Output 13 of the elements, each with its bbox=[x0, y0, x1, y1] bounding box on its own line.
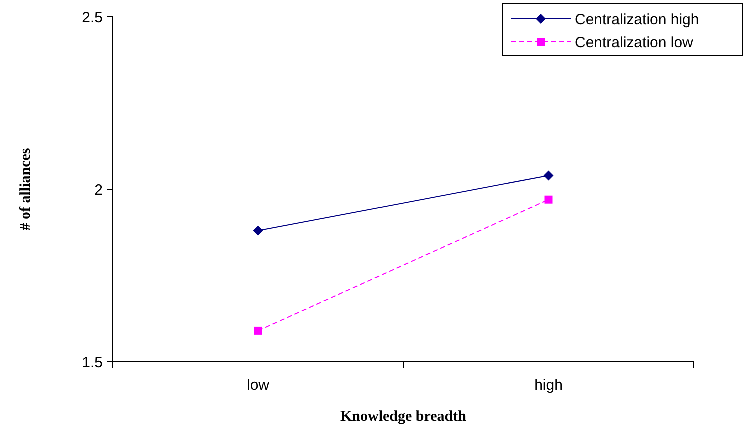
point bbox=[544, 170, 554, 181]
point bbox=[254, 326, 262, 335]
point bbox=[253, 226, 264, 236]
x-tick-label: high bbox=[534, 377, 563, 394]
y-tick-label: 2.5 bbox=[82, 9, 103, 26]
x-axis-title: Knowledge breadth bbox=[340, 409, 468, 425]
y-tick-label: 1.5 bbox=[82, 354, 103, 372]
x-tick-label: low bbox=[246, 377, 270, 394]
y-tick-label: 2 bbox=[94, 182, 103, 199]
point bbox=[544, 196, 553, 204]
legend-label: Centralization high bbox=[575, 11, 700, 28]
legend-label: Centralization low bbox=[575, 34, 694, 52]
y-axis-title: # of alliances bbox=[18, 148, 34, 231]
